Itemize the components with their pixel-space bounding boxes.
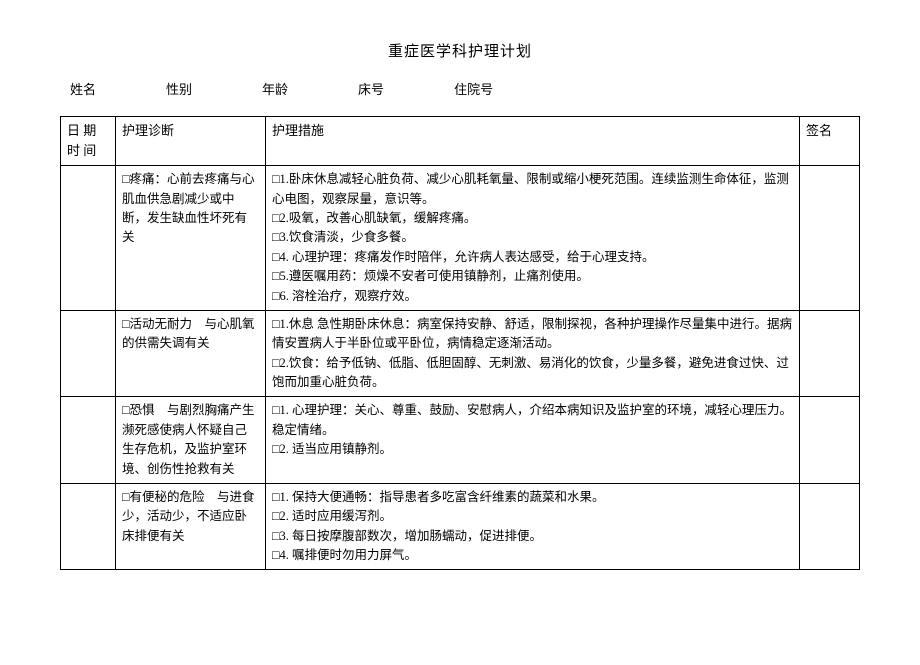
nursing-plan-table: 日 期 时 间 护理诊断 护理措施 签名 □疼痛：心前去疼痛与心肌血供急剧减少或…: [60, 116, 860, 570]
header-signature: 签名: [800, 117, 860, 166]
header-measures: 护理措施: [266, 117, 800, 166]
document-title: 重症医学科护理计划: [60, 40, 860, 61]
header-date: 日 期: [67, 121, 109, 141]
cell-measures: □1. 保持大便通畅：指导患者多吃富含纤维素的蔬菜和水果。□2. 适时应用缓泻剂…: [266, 483, 800, 570]
cell-date: [61, 397, 116, 484]
patient-info-row: 姓名 性别 年龄 床号 住院号: [60, 79, 860, 98]
table-row: □疼痛：心前去疼痛与心肌血供急剧减少或中断，发生缺血性坏死有关 □1.卧床休息减…: [61, 166, 860, 311]
admission-label: 住院号: [454, 79, 493, 98]
cell-signature: [800, 397, 860, 484]
cell-diagnosis: □恐惧 与剧烈胸痛产生濒死感使病人怀疑自己生存危机，及监护室环境、创伤性抢救有关: [116, 397, 266, 484]
header-diagnosis: 护理诊断: [116, 117, 266, 166]
cell-measures: □1. 心理护理：关心、尊重、鼓励、安慰病人，介绍本病知识及监护室的环境，减轻心…: [266, 397, 800, 484]
cell-date: [61, 166, 116, 311]
cell-diagnosis: □疼痛：心前去疼痛与心肌血供急剧减少或中断，发生缺血性坏死有关: [116, 166, 266, 311]
cell-diagnosis: □有便秘的危险 与进食少，活动少，不适应卧床排便有关: [116, 483, 266, 570]
age-label: 年龄: [262, 79, 288, 98]
table-row: □有便秘的危险 与进食少，活动少，不适应卧床排便有关 □1. 保持大便通畅：指导…: [61, 483, 860, 570]
table-row: □活动无耐力 与心肌氧的供需失调有关 □1.休息 急性期卧床休息：病室保持安静、…: [61, 310, 860, 397]
cell-signature: [800, 166, 860, 311]
cell-date: [61, 310, 116, 397]
cell-measures: □1.卧床休息减轻心脏负荷、减少心肌耗氧量、限制或缩小梗死范围。连续监测生命体征…: [266, 166, 800, 311]
cell-diagnosis: □活动无耐力 与心肌氧的供需失调有关: [116, 310, 266, 397]
header-time: 时 间: [67, 141, 109, 161]
gender-label: 性别: [166, 79, 192, 98]
table-header-row: 日 期 时 间 护理诊断 护理措施 签名: [61, 117, 860, 166]
cell-signature: [800, 310, 860, 397]
bed-label: 床号: [358, 79, 384, 98]
cell-measures: □1.休息 急性期卧床休息：病室保持安静、舒适，限制探视，各种护理操作尽量集中进…: [266, 310, 800, 397]
table-row: □恐惧 与剧烈胸痛产生濒死感使病人怀疑自己生存危机，及监护室环境、创伤性抢救有关…: [61, 397, 860, 484]
name-label: 姓名: [70, 79, 96, 98]
cell-date: [61, 483, 116, 570]
cell-signature: [800, 483, 860, 570]
header-date-time: 日 期 时 间: [61, 117, 116, 166]
